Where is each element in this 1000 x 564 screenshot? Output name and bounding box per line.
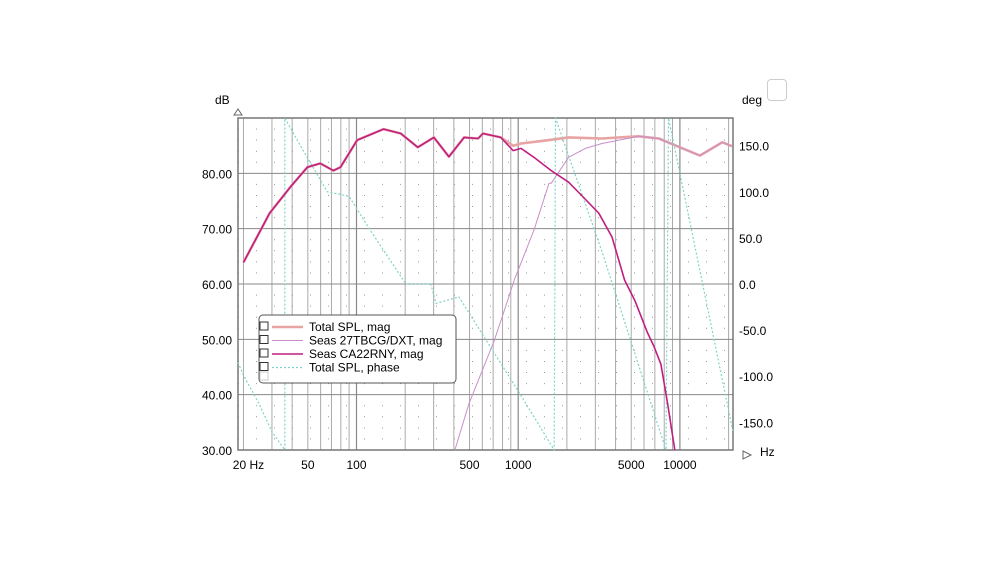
legend-checkbox: [259, 335, 269, 344]
x-axis-arrow-icon: [742, 450, 753, 460]
grid: [238, 118, 733, 450]
x-tick-label: 20 Hz: [233, 458, 264, 472]
legend-box: [258, 314, 457, 384]
legend-checkbox: [259, 348, 269, 358]
legend-label: Total SPL, phase: [309, 361, 400, 375]
x-tick-label: 1000: [505, 458, 532, 472]
series-layer: [237, 117, 734, 451]
legend-label: Seas CA22RNY, mag: [309, 347, 424, 361]
y2-tick-label: 50.0: [739, 232, 763, 246]
y2-tick-label: 0.0: [739, 278, 756, 292]
legend-label: Total SPL, mag: [309, 320, 390, 334]
y2-tick-label: -50.0: [739, 324, 767, 338]
y-axis-label: dB: [215, 93, 230, 107]
y-axis-arrow-icon: [233, 108, 243, 116]
legend-label: Seas 27TBCG/DXT, mag: [309, 334, 442, 348]
series-line-seas-ca22rny-mag: [242, 128, 676, 451]
y2-tick-label: 100.0: [739, 186, 769, 200]
y-tick-label: 30.00: [202, 444, 232, 458]
series-line-seas-27tbcg-dxt-mag: [454, 135, 733, 451]
x-tick-label: 100: [346, 458, 366, 472]
axes: 30.00 40.00 50.00 60.00 70.00 80.00 150.0 100.0…: [202, 108, 773, 472]
y2-tick-label: -150.0: [739, 416, 773, 430]
series-line-total-spl-phase: [237, 117, 734, 451]
series-line-total-spl-mag: [242, 127, 733, 264]
y-tick-label: 60.00: [202, 278, 232, 292]
y-tick-label: 40.00: [202, 389, 232, 403]
y-tick-label: 80.00: [202, 167, 232, 181]
legend-checkbox-empty: [259, 371, 269, 381]
legend-checkbox: [259, 321, 269, 331]
plot-frame: [237, 117, 734, 451]
y-tick-label: 70.00: [202, 223, 232, 237]
x-axis-label: Hz: [760, 445, 775, 459]
y2-tick-label: -100.0: [739, 370, 773, 384]
x-tick-label: 50: [301, 458, 315, 472]
y-tick-label: 50.00: [202, 333, 232, 347]
corner-box[interactable]: [767, 79, 787, 101]
x-tick-label: 500: [460, 458, 480, 472]
legend-checkbox: [259, 362, 269, 371]
x-tick-label: 10000: [663, 458, 697, 472]
x-tick-label: 5000: [618, 458, 645, 472]
y2-tick-label: 150.0: [739, 140, 769, 154]
y2-axis-label: deg: [742, 93, 762, 107]
